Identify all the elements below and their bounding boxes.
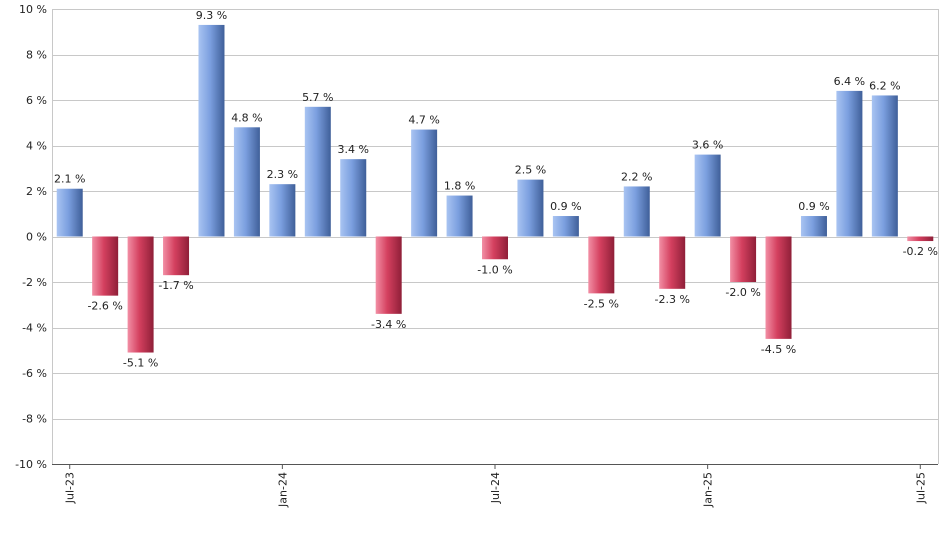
bar: [269, 184, 296, 237]
bar-value-label: -4.5 %: [761, 343, 796, 356]
x-tick-label: Jan-24: [276, 472, 289, 508]
bar-value-label: 4.7 %: [408, 114, 439, 127]
bar: [623, 186, 650, 237]
y-tick-label: 0 %: [26, 231, 47, 244]
bar: [800, 216, 827, 237]
bar: [375, 236, 402, 314]
bar: [907, 236, 934, 242]
x-tick-label: Jul-24: [489, 472, 502, 504]
bar-value-label: 6.4 %: [834, 75, 865, 88]
bar: [92, 236, 119, 296]
bar: [730, 236, 757, 282]
bar-value-label: 6.2 %: [869, 79, 900, 92]
bar-value-label: -2.6 %: [87, 300, 122, 313]
bar: [411, 129, 438, 237]
y-tick-label: 2 %: [26, 185, 47, 198]
bar: [517, 179, 544, 237]
bar-value-label: -0.2 %: [903, 245, 938, 258]
bar: [304, 106, 331, 237]
bar: [127, 236, 154, 353]
bar: [659, 236, 686, 289]
bar-value-label: -2.3 %: [654, 293, 689, 306]
y-tick-label: -4 %: [22, 322, 47, 335]
bar-value-label: -3.4 %: [371, 318, 406, 331]
bar: [163, 236, 190, 276]
bar: [765, 236, 792, 339]
x-tick-label: Jul-23: [64, 472, 77, 504]
bar-value-label: 5.7 %: [302, 91, 333, 104]
bar-value-label: -2.5 %: [584, 297, 619, 310]
bar: [694, 154, 721, 237]
y-tick-label: 4 %: [26, 140, 47, 153]
bar-value-label: -5.1 %: [123, 357, 158, 370]
data-labels: 2.1 % -2.6 % -5.1 % -1.7 % 9.3 % 4.8 % 2.3 % 5.…: [54, 9, 938, 370]
bar-value-label: 2.2 %: [621, 170, 652, 183]
y-tick-label: -8 %: [22, 413, 47, 426]
axes: 10 % 8 % 6 % 4 % 2 % 0 % -2 % -4 % -6 % -8 % -10 %…: [15, 3, 938, 508]
bar: [871, 95, 898, 237]
bar-value-label: 3.6 %: [692, 139, 723, 152]
bar: [588, 236, 615, 294]
y-tick-label: -10 %: [15, 458, 47, 471]
y-tick-label: -2 %: [22, 276, 47, 289]
bar-value-label: 1.8 %: [444, 180, 475, 193]
bar: [340, 159, 367, 237]
bar-value-label: -2.0 %: [725, 286, 760, 299]
bar-value-label: 0.9 %: [550, 200, 581, 213]
bar: [836, 90, 863, 237]
bars: [56, 24, 934, 353]
bar-value-label: -1.0 %: [477, 263, 512, 276]
bar-value-label: -1.7 %: [158, 279, 193, 292]
y-tick-label: -6 %: [22, 367, 47, 380]
bar-value-label: 4.8 %: [231, 111, 262, 124]
y-tick-label: 8 %: [26, 49, 47, 62]
bar: [198, 24, 225, 237]
bar: [233, 127, 260, 237]
bar-value-label: 9.3 %: [196, 9, 227, 22]
y-tick-label: 6 %: [26, 94, 47, 107]
x-tick-label: Jan-25: [702, 472, 715, 508]
bar: [482, 236, 508, 260]
x-tick-label: Jul-25: [914, 472, 927, 504]
bar: [446, 195, 473, 237]
bar-value-label: 2.3 %: [267, 168, 298, 181]
bar-value-label: 2.1 %: [54, 173, 85, 186]
bar-value-label: 3.4 %: [338, 143, 369, 156]
bar-value-label: 0.9 %: [798, 200, 829, 213]
bar: [552, 216, 579, 237]
bar-value-label: 2.5 %: [515, 164, 546, 177]
y-tick-label: 10 %: [19, 3, 47, 16]
bar: [56, 188, 83, 237]
